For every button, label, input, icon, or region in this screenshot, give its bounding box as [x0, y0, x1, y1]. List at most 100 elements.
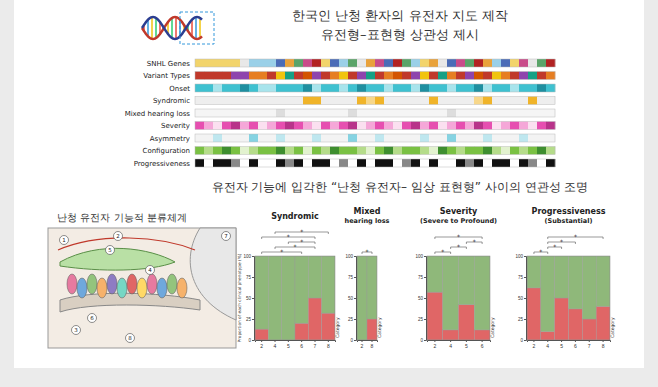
- y-tick: 0: [420, 338, 426, 343]
- heatmap-cell: [501, 59, 510, 67]
- heatmap-cell: [528, 97, 537, 105]
- heatmap-cell: [321, 72, 330, 80]
- heatmap-cell: [537, 122, 546, 130]
- heatmap-cell: [285, 159, 294, 167]
- x-tick: 5: [560, 340, 563, 349]
- x-tick-label: 6: [300, 343, 303, 349]
- heatmap-cell: [348, 109, 357, 117]
- heatmap-cell: [213, 97, 222, 105]
- heatmap-cell: [258, 97, 267, 105]
- heatmap-row-frame: [195, 147, 555, 155]
- x-tick: 6: [481, 340, 484, 349]
- bar-segment: [367, 256, 377, 319]
- y-tick-label: 0: [420, 338, 423, 343]
- hair-cell: [67, 274, 77, 294]
- bar-segment: [459, 305, 475, 340]
- y-tick-label: 100: [243, 254, 251, 259]
- heatmap-cell: [294, 59, 303, 67]
- heatmap-cell: [204, 72, 213, 80]
- heatmap-cell: [438, 109, 447, 117]
- heatmap-cell: [474, 72, 483, 80]
- x-tick-label: 2: [533, 343, 536, 349]
- plot-frame: [427, 256, 490, 340]
- y-tick-label: 100: [345, 254, 353, 259]
- heatmap-cell: [465, 159, 474, 167]
- y-tick-label: 50: [418, 296, 424, 301]
- bar-segment: [255, 329, 268, 340]
- heatmap-cell: [222, 159, 231, 167]
- y-tick: 50: [518, 296, 526, 301]
- heatmap-cell: [537, 147, 546, 155]
- y-axis-line: [424, 257, 427, 341]
- bar-segment: [541, 332, 555, 340]
- heatmap-cell: [510, 59, 519, 67]
- bar-segment: [582, 319, 596, 340]
- heatmap-cell: [429, 97, 438, 105]
- heatmap-cell: [303, 109, 312, 117]
- heatmap-cell: [312, 159, 321, 167]
- bar-segment: [295, 323, 308, 340]
- heatmap-cell: [492, 147, 501, 155]
- dna-strand: [142, 17, 202, 39]
- heatmap-cell: [294, 97, 303, 105]
- significance-label: *: [574, 233, 577, 240]
- y-tick: 0: [248, 338, 254, 343]
- heatmap-cell: [213, 84, 222, 92]
- bar-segment: [569, 256, 583, 309]
- heatmap-cell: [294, 147, 303, 155]
- heatmap-cell: [366, 97, 375, 105]
- significance-label: *: [300, 238, 303, 245]
- heatmap-cell: [348, 97, 357, 105]
- heatmap-cell: [240, 84, 249, 92]
- y-tick-mark: [252, 340, 254, 341]
- heatmap-cell: [303, 159, 312, 167]
- heatmap-cell: [267, 59, 276, 67]
- heatmap-cell: [519, 159, 528, 167]
- heatmap-cell: [312, 84, 321, 92]
- heatmap-cell: [411, 122, 420, 130]
- heatmap-cell: [447, 97, 456, 105]
- heatmap-cell: [348, 59, 357, 67]
- panel-background: [14, 0, 644, 368]
- heatmap-cell: [384, 134, 393, 142]
- y-axis-line: [354, 257, 357, 341]
- heatmap-row-frame: [195, 134, 555, 142]
- y-tick: 100: [345, 254, 356, 259]
- heatmap-cell: [258, 59, 267, 67]
- heatmap-cell: [357, 109, 366, 117]
- heatmap-cell: [447, 72, 456, 80]
- heatmap-cell: [429, 84, 438, 92]
- heatmap-cell: [411, 134, 420, 142]
- significance-label: *: [287, 233, 290, 240]
- heatmap-cell: [213, 109, 222, 117]
- heatmap-cell: [483, 59, 492, 67]
- heatmap-row-label: Asymmetry: [150, 135, 190, 143]
- x-axis: 28: [358, 340, 378, 349]
- heatmap-cell: [438, 159, 447, 167]
- heatmap-cell: [303, 84, 312, 92]
- heatmap-cell: [276, 159, 285, 167]
- heatmap-cell: [213, 147, 222, 155]
- heatmap-cell: [330, 122, 339, 130]
- heatmap-row-frame: [195, 84, 555, 92]
- heatmap-cell: [528, 159, 537, 167]
- heatmap-cell: [474, 159, 483, 167]
- heatmap-cell: [447, 122, 456, 130]
- plot-frame: [527, 256, 610, 340]
- bar-segment: [427, 292, 443, 340]
- marker-circle: [114, 232, 123, 241]
- marker-label: 5: [108, 247, 112, 253]
- heatmap-cell: [204, 59, 213, 67]
- heatmap-cell: [321, 122, 330, 130]
- x-tick: 6: [574, 340, 577, 349]
- heatmap-cell: [195, 159, 204, 167]
- heatmap-cell: [528, 122, 537, 130]
- y-tick-mark: [524, 340, 526, 341]
- heatmap-cell: [501, 122, 510, 130]
- heatmap-cell: [429, 134, 438, 142]
- heatmap-cell: [339, 84, 348, 92]
- heatmap-cell: [222, 59, 231, 67]
- heatmap-cell: [429, 109, 438, 117]
- heatmap-cell: [429, 159, 438, 167]
- heatmap-cell: [519, 84, 528, 92]
